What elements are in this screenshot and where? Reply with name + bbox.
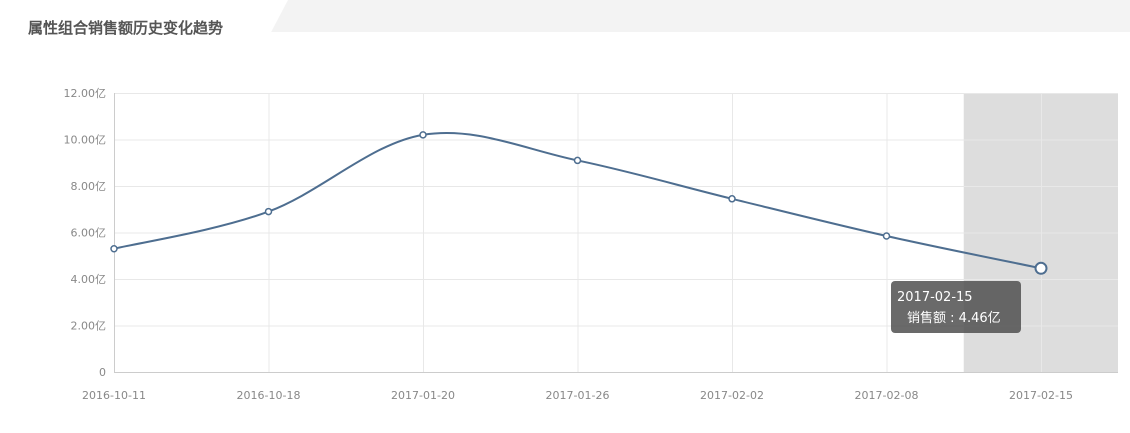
x-tick-label: 2016-10-18 [237, 389, 301, 402]
y-tick-label: 10.00亿 [64, 134, 107, 147]
y-tick-label: 0 [99, 366, 106, 379]
tooltip-separator: : [946, 311, 959, 326]
y-tick-label: 6.00亿 [71, 227, 107, 240]
x-tick-label: 2017-02-15 [1009, 389, 1073, 402]
y-tick-label: 4.00亿 [71, 273, 107, 286]
y-tick-label: 12.00亿 [64, 87, 107, 100]
y-tick-label: 2.00亿 [71, 320, 107, 333]
x-tick-label: 2017-01-20 [391, 389, 455, 402]
chart-title: 属性组合销售额历史变化趋势 [28, 19, 224, 37]
y-tick-label: 8.00亿 [71, 180, 107, 193]
x-tick-label: 2016-10-11 [82, 389, 146, 402]
tooltip-series-label: 销售额 [907, 311, 947, 326]
x-tick-label: 2017-02-08 [855, 389, 919, 402]
tooltip-date: 2017-02-15 [897, 290, 973, 305]
x-tick-label: 2017-01-26 [546, 389, 610, 402]
data-point-highlighted[interactable] [1034, 261, 1048, 275]
x-tick-label: 2017-02-02 [700, 389, 764, 402]
data-point[interactable] [882, 232, 891, 240]
chart-tab[interactable]: 属性组合销售额历史变化趋势 [0, 0, 288, 38]
data-point[interactable] [419, 131, 427, 139]
data-point[interactable] [573, 156, 582, 165]
chart-tooltip: 2017-02-15 销售额 : 4.46亿 [891, 281, 1021, 333]
tooltip-value: 4.46亿 [958, 311, 1001, 326]
data-point[interactable] [728, 195, 736, 203]
data-point[interactable] [264, 207, 273, 216]
data-point[interactable] [110, 245, 118, 253]
